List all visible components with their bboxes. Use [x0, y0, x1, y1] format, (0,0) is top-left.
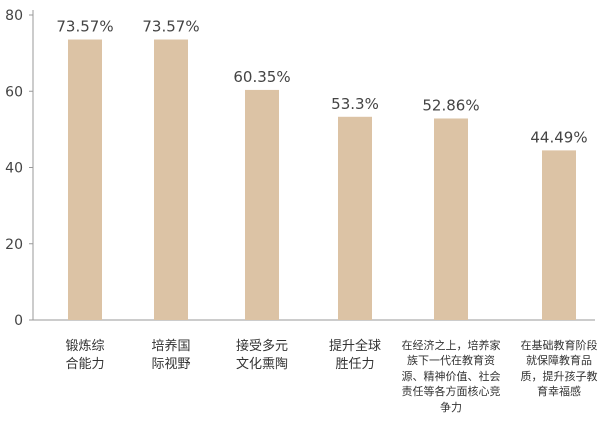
bar [68, 39, 102, 320]
y-tick-label: 40 [5, 161, 23, 177]
x-tick-label: 提升全球胜任力 [328, 339, 381, 373]
bar [434, 118, 468, 320]
value-label: 60.35% [233, 68, 290, 86]
value-label: 44.49% [530, 128, 587, 146]
x-tick-label: 在经济之上，培养家族下一代在教育资源、精神价值、社会责任等各方面核心竞争力 [401, 339, 501, 414]
value-label: 53.3% [331, 95, 379, 113]
bar [542, 150, 576, 320]
x-tick-label: 锻炼综合能力 [65, 339, 105, 373]
bar [154, 39, 188, 320]
value-label: 73.57% [56, 18, 113, 36]
y-tick-label: 20 [5, 237, 23, 253]
value-label: 52.86% [422, 96, 479, 114]
x-tick-label: 培养国际视野 [151, 339, 191, 373]
x-tick-label: 在基础教育阶段就保障教育品质，提升孩子教育幸福感 [520, 339, 598, 399]
value-label: 73.57% [142, 18, 199, 36]
bar [338, 116, 372, 320]
y-tick-label: 60 [5, 84, 23, 100]
y-tick-label: 0 [14, 313, 23, 329]
y-tick-label: 80 [5, 8, 23, 24]
x-tick-label: 接受多元文化熏陶 [235, 339, 288, 373]
bar [245, 89, 279, 321]
